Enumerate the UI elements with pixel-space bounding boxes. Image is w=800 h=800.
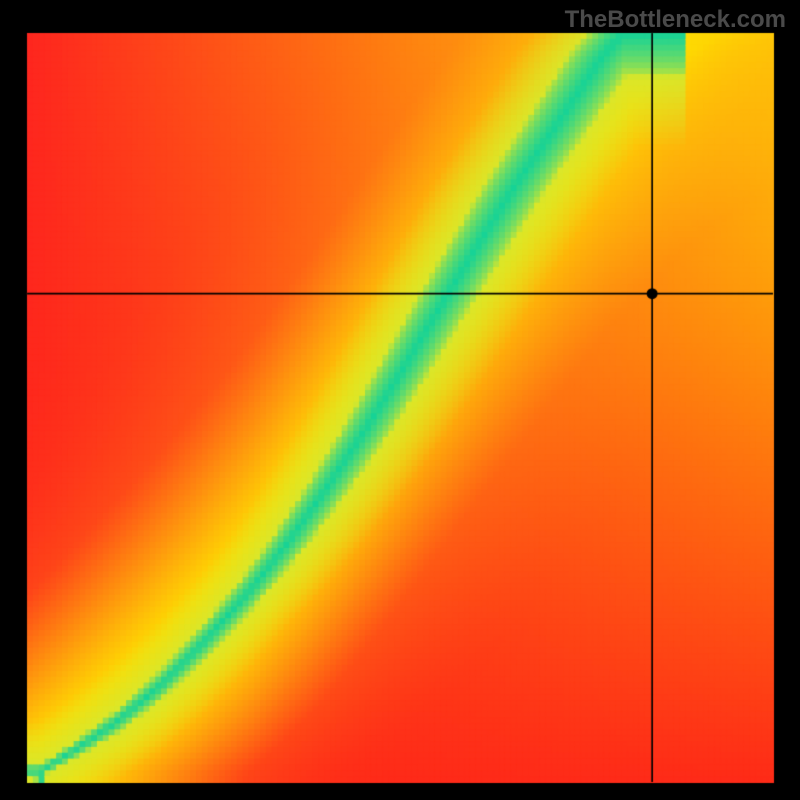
watermark-text: TheBottleneck.com <box>565 6 786 34</box>
chart-container: TheBottleneck.com <box>0 0 800 800</box>
overlay-canvas <box>0 0 800 800</box>
